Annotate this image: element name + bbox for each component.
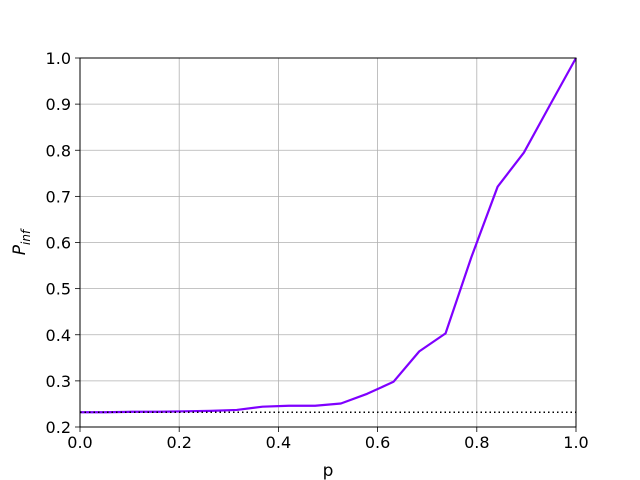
series-group <box>80 57 577 414</box>
x-tick-label: 0.2 <box>166 433 191 452</box>
y-tick-label: 1.0 <box>46 49 71 68</box>
x-tick-label: 0.8 <box>464 433 489 452</box>
y-tick-label: 0.9 <box>46 95 71 114</box>
y-tick-label: 0.2 <box>46 418 71 437</box>
x-tick-label: 0.0 <box>67 433 92 452</box>
x-tick-label: 0.6 <box>365 433 390 452</box>
x-axis-label: p <box>323 461 334 480</box>
x-axis: 0.0 0.2 0.4 0.6 0.8 1.0 <box>67 427 589 452</box>
grid <box>79 57 577 428</box>
y-axis-label-subscript: inf <box>19 228 33 245</box>
y-tick-label: 0.5 <box>46 280 71 299</box>
x-tick-label: 1.0 <box>563 433 588 452</box>
y-axis-label: Pinf <box>10 228 33 255</box>
y-tick-label: 0.3 <box>46 372 71 391</box>
y-tick-label: 0.8 <box>46 141 71 160</box>
y-tick-label: 0.7 <box>46 187 71 206</box>
y-axis: 0.2 0.3 0.4 0.5 0.6 0.7 0.8 0.9 1.0 <box>46 49 80 437</box>
x-tick-label: 0.4 <box>266 433 291 452</box>
y-tick-label: 0.6 <box>46 234 71 253</box>
series-line <box>80 57 577 414</box>
y-axis-label-main: P <box>10 244 30 255</box>
y-tick-label: 0.4 <box>46 326 71 345</box>
